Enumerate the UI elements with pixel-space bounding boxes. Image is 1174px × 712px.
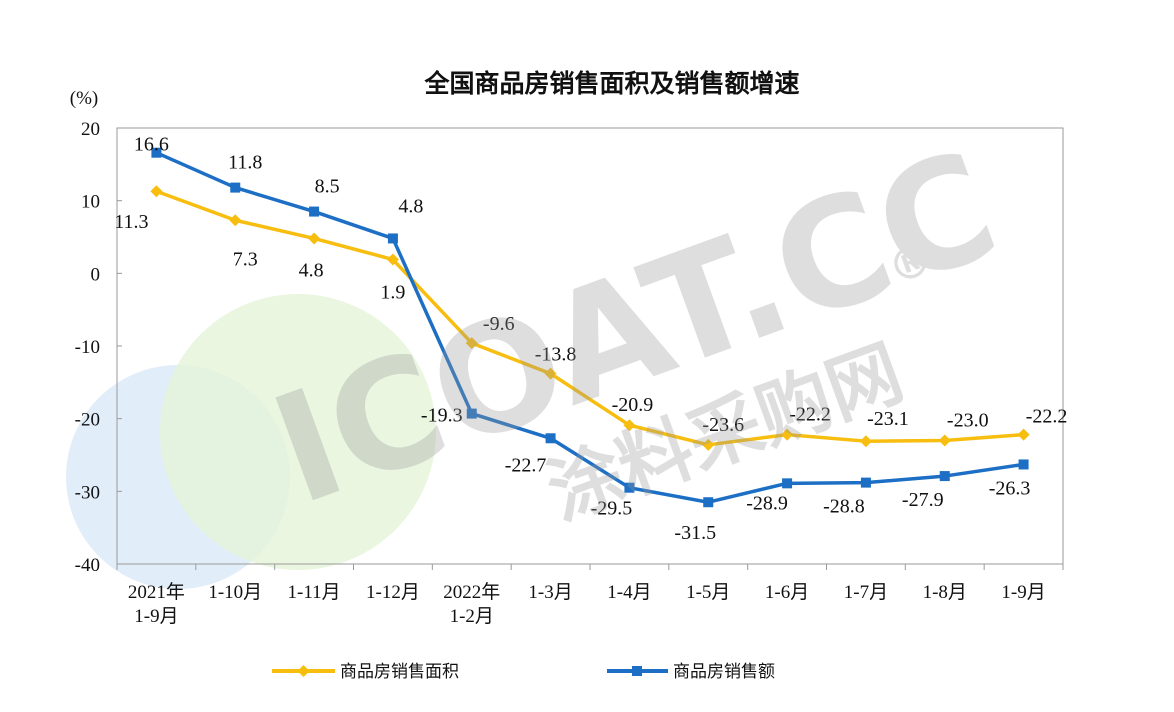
data-point-area xyxy=(465,337,478,350)
y-tick-label: 20 xyxy=(81,119,100,140)
data-point-area xyxy=(150,185,163,198)
data-point-sales xyxy=(1018,459,1029,470)
y-tick-label: 10 xyxy=(81,192,100,213)
data-point-sales xyxy=(151,147,162,158)
data-point-sales xyxy=(466,408,477,419)
watermark-circle-green xyxy=(160,294,436,570)
data-point-sales xyxy=(782,478,793,489)
series-line-sales xyxy=(155,151,1024,504)
data-point-sales xyxy=(387,233,398,244)
data-point-sales xyxy=(624,482,635,493)
data-labels: 11.3 7.3 4.8 1.9 -9.6 -13.8 -20.9 -23.6 -22.2 -23… xyxy=(114,134,1067,545)
x-tick-label: 2021年 xyxy=(128,581,185,603)
x-tick-label: 1-8月 xyxy=(923,582,967,603)
y-tick-label: -10 xyxy=(75,337,100,358)
data-label-sales: 11.8 xyxy=(228,152,262,174)
x-tick-label: 1-12月 xyxy=(366,582,420,603)
data-point-area xyxy=(1017,428,1030,441)
data-label-area: 4.8 xyxy=(299,259,324,281)
legend-item-area: 商品房销售面积 xyxy=(272,662,459,682)
data-point-sales xyxy=(309,206,320,217)
data-point-sales xyxy=(860,477,871,488)
data-label-sales: -29.5 xyxy=(591,498,633,520)
y-tick-label: -20 xyxy=(75,410,100,431)
data-label-area: -9.6 xyxy=(483,313,515,335)
data-label-sales: -27.9 xyxy=(902,489,944,511)
series-layer xyxy=(150,147,1030,508)
series-line-area xyxy=(155,189,1024,447)
x-tick-label: 1-7月 xyxy=(844,582,888,603)
x-tick-label: 1-9月 xyxy=(1001,582,1045,603)
legend-marker-sales xyxy=(632,666,642,676)
x-tick-label: 1-4月 xyxy=(607,582,651,603)
data-label-sales: -28.9 xyxy=(746,492,788,514)
watermark-logo xyxy=(66,294,436,589)
x-tick-label: 1-6月 xyxy=(765,582,809,603)
data-point-area xyxy=(859,435,872,448)
data-label-sales: -31.5 xyxy=(674,522,716,544)
x-tick-label: 1-11月 xyxy=(288,582,341,603)
x-tick-label: 2022年 xyxy=(443,581,500,603)
x-axis: 2021年 1-9月 1-10月 1-11月 1-12月 2022年 1-2月 1-3月 1-4… xyxy=(116,564,1064,627)
data-label-sales: -22.7 xyxy=(505,454,547,476)
data-point-area xyxy=(938,434,951,447)
legend: 商品房销售面积 商品房销售额 xyxy=(272,662,775,682)
data-point-sales xyxy=(703,497,714,508)
legend-marker-area xyxy=(297,665,310,677)
x-tick-label: 1-2月 xyxy=(450,606,494,627)
data-point-sales xyxy=(939,471,950,482)
data-label-area: 7.3 xyxy=(233,248,258,270)
data-label-area: -20.9 xyxy=(612,394,654,416)
data-label-area: 1.9 xyxy=(380,282,405,304)
data-label-sales: -19.3 xyxy=(421,405,463,427)
data-point-sales xyxy=(545,433,556,444)
legend-item-sales: 商品房销售额 xyxy=(607,662,775,682)
legend-label-area: 商品房销售面积 xyxy=(340,662,459,682)
x-tick-label: 1-3月 xyxy=(528,582,572,603)
chart-title: 全国商品房销售面积及销售额增速 xyxy=(423,69,799,98)
data-point-area xyxy=(781,428,794,441)
data-point-area xyxy=(544,367,557,380)
data-point-area xyxy=(308,232,321,245)
y-tick-label: -30 xyxy=(75,482,100,503)
data-label-area: -13.8 xyxy=(535,344,577,366)
data-label-sales: -28.8 xyxy=(823,496,865,518)
data-point-area xyxy=(702,438,715,451)
data-point-sales xyxy=(230,182,241,193)
data-point-area xyxy=(386,253,399,266)
data-label-area: -22.2 xyxy=(1026,406,1068,428)
data-label-sales: 16.6 xyxy=(134,134,169,156)
data-label-area: -23.1 xyxy=(867,408,909,430)
data-point-area xyxy=(229,214,242,227)
data-label-area: 11.3 xyxy=(114,211,148,233)
y-tick-label: 0 xyxy=(91,264,101,285)
data-label-sales: -26.3 xyxy=(989,477,1031,499)
y-axis: 20 10 0 -10 -20 -30 -40 xyxy=(75,119,122,576)
y-axis-unit-label: (%) xyxy=(70,88,98,109)
x-tick-label: 1-5月 xyxy=(686,582,730,603)
data-label-sales: 8.5 xyxy=(315,176,340,198)
legend-label-sales: 商品房销售额 xyxy=(673,662,775,682)
data-label-area: -23.0 xyxy=(947,409,989,431)
data-label-area: -22.2 xyxy=(789,404,831,426)
data-label-sales: 4.8 xyxy=(398,195,423,217)
y-tick-label: -40 xyxy=(75,555,100,576)
data-label-area: -23.6 xyxy=(702,414,744,436)
data-point-area xyxy=(623,419,636,432)
x-tick-label: 1-9月 xyxy=(134,606,178,627)
x-tick-label: 1-10月 xyxy=(208,582,262,603)
